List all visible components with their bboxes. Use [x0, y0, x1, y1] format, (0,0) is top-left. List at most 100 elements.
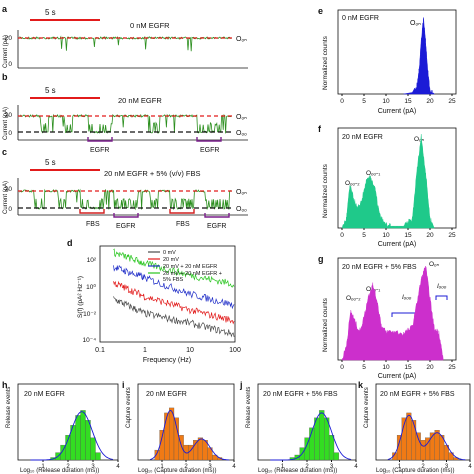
- histogram-bar: [324, 417, 330, 461]
- state-label-on: Oₒₙ: [236, 36, 247, 43]
- peak-label: Oₒₙ: [410, 20, 421, 27]
- panel-title: 0 nM EGFR: [130, 21, 170, 30]
- x-tick-label: 1: [281, 464, 285, 470]
- x-axis-label: Log₁₀ (Capture duration (ms)): [138, 468, 217, 474]
- x-ticks: 1 2 3 4: [41, 460, 120, 470]
- panel-label: d: [67, 238, 73, 248]
- histogram-bar: [420, 440, 426, 461]
- x-tick-label: 0: [340, 98, 344, 105]
- legend-entry: 20 mV: [163, 257, 179, 263]
- panel-label: g: [318, 254, 324, 264]
- legend-entry: 20 mV + 20 nM EGFR: [163, 264, 217, 270]
- panel-e: e 0 nM EGFR Oₒₙ Normalized counts Curren…: [318, 6, 457, 115]
- peak-label: Oₒₙ: [429, 261, 440, 268]
- histogram-bar: [314, 417, 320, 461]
- x-tick-label: 0: [340, 232, 344, 239]
- x-tick-label: 5: [362, 232, 366, 239]
- bars: [154, 407, 223, 461]
- panel-label: e: [318, 6, 323, 16]
- state-label-off: Oₒₒ: [236, 130, 247, 137]
- y-tick-label: 10²: [87, 257, 97, 264]
- panel-title: 20 nM EGFR: [342, 134, 383, 141]
- histogram-bar: [197, 437, 203, 461]
- state-label-on: Oₒₙ: [236, 114, 247, 121]
- x-tick-label: 4: [468, 464, 472, 470]
- event-bracket: [169, 209, 195, 214]
- x-tick-label: 4: [116, 464, 120, 470]
- plot-frame: [337, 9, 457, 95]
- y-tick-label: 10⁰: [86, 283, 96, 291]
- panel-b: b 5 s 20 nM EGFR 20 0 Current (pA) Oₒₙ O…: [2, 72, 248, 154]
- x-tick-label: 25: [448, 364, 456, 371]
- y-axis-label: Current (pA): [3, 181, 9, 214]
- x-ticks: 0 5 10 15 20 25: [340, 94, 456, 105]
- y-tick-label: 0: [8, 206, 12, 213]
- histogram-bar: [164, 412, 170, 461]
- psd-series-line: [113, 265, 235, 310]
- event-label: FBS: [86, 221, 100, 228]
- x-tick-label: 20: [426, 364, 434, 371]
- event-bracket: [87, 137, 113, 142]
- histogram-bar: [434, 430, 440, 461]
- x-tick-label: 25: [448, 98, 456, 105]
- legend-entry: 0 mV: [163, 250, 176, 256]
- x-axis-label: Frequency (Hz): [143, 357, 191, 364]
- y-axis-label: Release events: [246, 387, 252, 428]
- x-tick-label: 1: [41, 464, 45, 470]
- gaussian-fit: [270, 412, 352, 461]
- gaussian-fit: [387, 414, 466, 461]
- x-tick-label: 4: [232, 464, 236, 470]
- x-tick-label: 0.1: [95, 347, 105, 354]
- panel-title: 20 nM EGFR + 5% (v/v) FBS: [104, 169, 200, 178]
- x-tick-label: 3: [330, 464, 334, 470]
- x-axis-label: Current (pA): [378, 108, 417, 115]
- x-tick-label: 10: [186, 347, 194, 354]
- x-ticks: 0 5 10 15 20 25: [340, 360, 456, 371]
- panel-g: g 20 nM EGFR + 5% FBS Oₒₒ-₂ Oₒₒ-₁ Oₒₙ Iₒ…: [318, 254, 457, 380]
- panel-label: i: [122, 380, 125, 390]
- x-tick-label: 1: [143, 347, 147, 354]
- peak-label: Oₒₒ-₂: [345, 180, 360, 187]
- event-label: EGFR: [90, 147, 109, 154]
- panel-j: j 20 nM EGFR + 5% FBS Release events Log…: [239, 380, 358, 474]
- histogram-bar: [85, 420, 91, 461]
- panel-title: 20 nM EGFR: [24, 391, 65, 398]
- x-tick-label: 2: [184, 464, 188, 470]
- x-tick-label: 3: [445, 464, 449, 470]
- x-tick-label: 5: [362, 364, 366, 371]
- panel-d: d S(f) (pA² Hz⁻¹) 10² 10⁰ 10⁻² 10⁻⁴ 0.1 …: [67, 238, 241, 364]
- y-axis-label: Capture events: [364, 387, 370, 428]
- legend-entry: 5% FBS: [163, 277, 184, 283]
- x-axis-label: Current (pA): [378, 373, 417, 380]
- x-tick-label: 20: [426, 98, 434, 105]
- panel-h: h 20 nM EGFR Release events Log₁₀ (Relea…: [2, 380, 120, 474]
- histogram-bar: [319, 410, 325, 461]
- x-axis-label: Log₁₀ (Capture duration (ms)): [376, 468, 455, 474]
- x-ticks: 1 2 3 4: [160, 460, 236, 470]
- y-tick-label: 0: [8, 61, 12, 68]
- x-tick-label: 25: [448, 232, 456, 239]
- x-tick-label: 2: [421, 464, 425, 470]
- x-tick-label: 10: [382, 232, 390, 239]
- state-label-on: Oₒₙ: [236, 189, 247, 196]
- y-axis-label: Normalized counts: [322, 163, 329, 218]
- y-tick-label: 20: [5, 35, 13, 42]
- panel-f: f 20 nM EGFR Oₒₒ-₂ Oₒₒ-₁ Oₒₙ Normalized …: [318, 124, 457, 248]
- event-bracket: [113, 213, 139, 218]
- event-label: FBS: [176, 221, 190, 228]
- panel-i: i 20 nM EGFR Capture events Log₁₀ (Captu…: [122, 380, 236, 474]
- panel-title: 20 nM EGFR + 5% FBS: [263, 391, 338, 398]
- band-label: Iₒₒₒ: [402, 294, 412, 301]
- histogram-bar: [328, 435, 335, 461]
- panel-label: c: [2, 147, 7, 157]
- bars: [50, 410, 101, 461]
- panel-label: f: [318, 124, 322, 134]
- y-tick-label: 10⁻²: [83, 311, 97, 318]
- x-tick-label: 2: [66, 464, 70, 470]
- panel-label: a: [2, 4, 8, 14]
- x-tick-label: 2: [305, 464, 309, 470]
- x-tick-label: 1: [160, 464, 164, 470]
- x-tick-label: 3: [208, 464, 212, 470]
- y-tick-label: 20: [5, 186, 13, 193]
- current-trace: [19, 188, 232, 211]
